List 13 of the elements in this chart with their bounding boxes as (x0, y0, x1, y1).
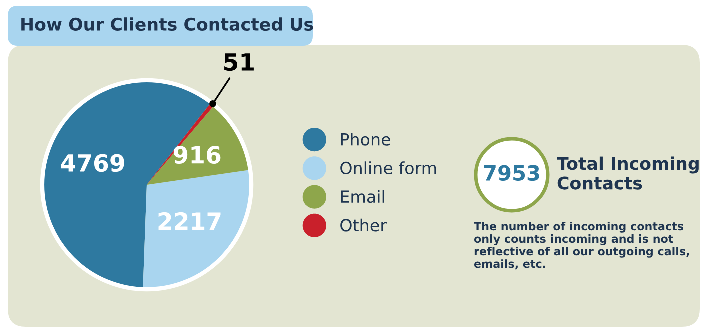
data-label: 916 (174, 146, 221, 164)
data-label: 51 (224, 54, 254, 72)
legend-label: Other (340, 218, 387, 232)
text: Total Incoming Contacts (557, 156, 699, 190)
pie-slice (143, 170, 252, 290)
data-label: 2217 (158, 212, 221, 230)
legend-label: Online form (340, 162, 436, 175)
legend-label: Email (341, 190, 384, 204)
chart-title: How Our Clients Contacted Us (22, 18, 314, 32)
legend-label: Phone (341, 132, 390, 146)
text: The number of incoming contacts only counts incoming and is not reflective of all our outgoing calls, emails, etc. (474, 222, 690, 270)
text: 7953 (484, 165, 540, 182)
data-label: 4769 (61, 154, 124, 172)
